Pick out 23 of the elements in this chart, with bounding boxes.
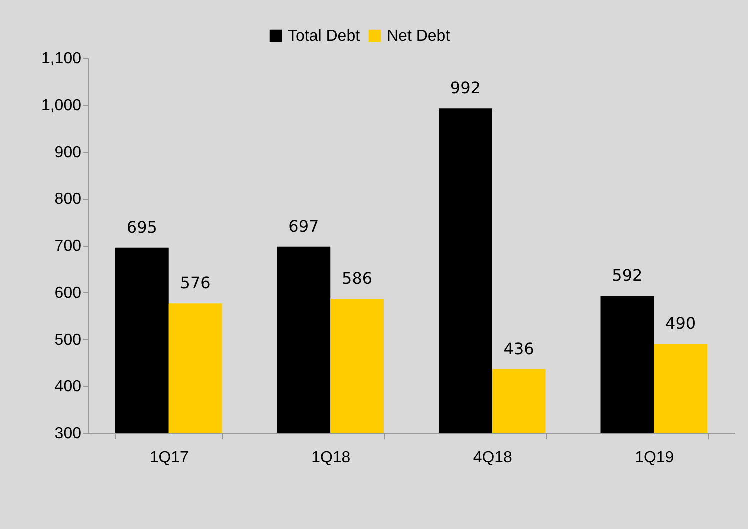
y-tick-label: 800 <box>54 191 82 208</box>
y-tick-label: 1,000 <box>41 97 82 114</box>
x-tick-label: 4Q18 <box>473 450 513 466</box>
data-label: 436 <box>504 339 534 358</box>
y-tick-label: 600 <box>54 284 82 302</box>
data-label: 592 <box>612 266 643 286</box>
data-label: 695 <box>126 218 158 237</box>
x-tick-label: 1Q19 <box>635 450 674 466</box>
y-tick-label: 1,100 <box>41 50 82 68</box>
data-label: 490 <box>666 314 696 333</box>
legend-label: Net Debt <box>387 28 451 45</box>
x-tick-label: 1Q18 <box>312 450 351 466</box>
y-tick-label: 400 <box>54 378 82 396</box>
y-tick-label: 900 <box>54 144 82 162</box>
legend-label: Total Debt <box>288 28 361 45</box>
x-tick-label: 1Q17 <box>150 450 190 466</box>
data-label: 586 <box>342 268 373 288</box>
y-tick-label: 300 <box>54 426 82 442</box>
y-tick-label: 500 <box>54 332 82 349</box>
y-tick-label: 700 <box>54 238 82 255</box>
data-label: 992 <box>450 78 481 98</box>
data-label: 576 <box>180 274 211 293</box>
data-label: 697 <box>288 216 320 236</box>
